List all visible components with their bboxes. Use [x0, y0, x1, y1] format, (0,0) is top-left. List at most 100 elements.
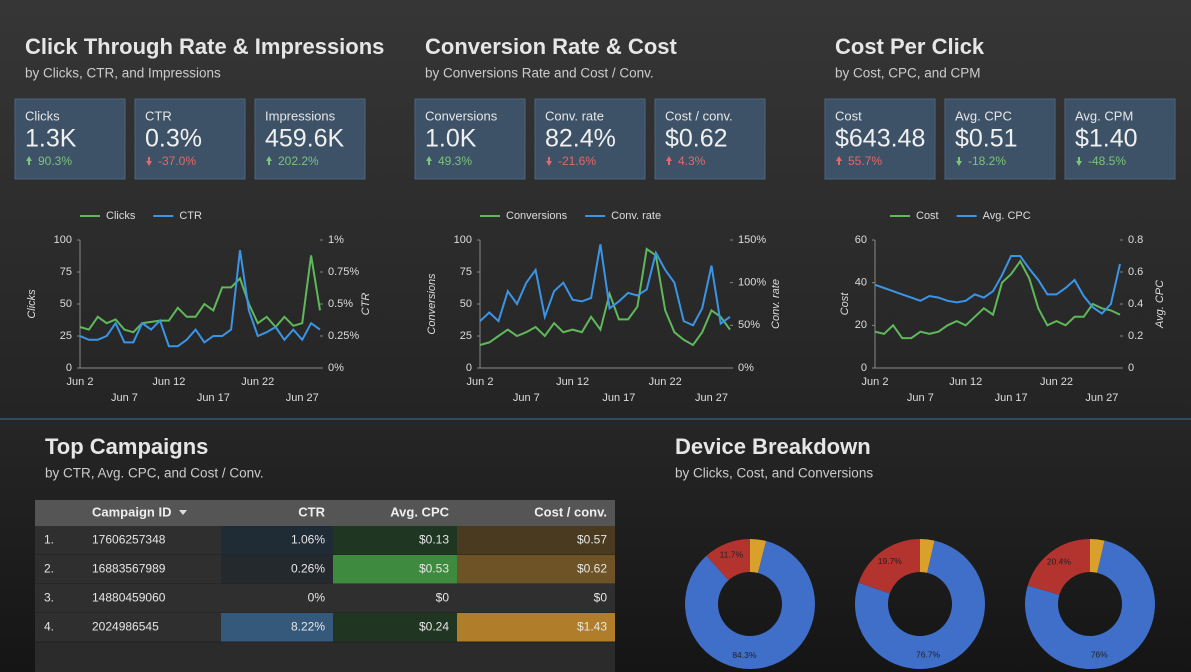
x-tick-label: Jun 7 [513, 392, 540, 404]
panel-subtitle: by Cost, CPC, and CPM [835, 66, 981, 81]
x-tick-label: Jun 12 [949, 376, 982, 388]
x-tick-label: Jun 22 [241, 376, 274, 388]
scorecard-label: Impressions [265, 108, 336, 123]
y-tick-label: 0 [1128, 362, 1134, 374]
panel-title: Cost Per Click [835, 34, 985, 59]
table-cell: 0.26% [291, 562, 325, 576]
scorecard-change: 55.7% [848, 154, 882, 168]
trend-arrow [266, 156, 272, 165]
legend-label: Conversions [506, 210, 568, 222]
scorecard-change: 49.3% [438, 154, 472, 168]
scorecard-label: Clicks [25, 108, 60, 123]
cell-bg [457, 555, 615, 584]
cell-bg [457, 526, 615, 555]
x-tick-label: Jun 7 [111, 392, 138, 404]
scorecard [944, 98, 1056, 180]
legend-label: CTR [179, 210, 202, 222]
table-cell: 1. [44, 533, 54, 547]
scorecard-label: Conversions [425, 108, 498, 123]
series-line [479, 244, 731, 327]
table-cell: $1.43 [577, 620, 607, 634]
scorecard-label: Avg. CPM [1075, 108, 1133, 123]
devices-title: Device Breakdown [675, 434, 871, 459]
cell-bg [457, 613, 615, 642]
trend-arrow [836, 156, 842, 165]
legend-label: Conv. rate [611, 210, 661, 222]
y-tick-label: 60 [855, 234, 867, 246]
y-tick-label: 100 [454, 234, 472, 246]
trend-arrow [546, 157, 552, 166]
slice-label: 76% [1091, 649, 1108, 659]
series-line [79, 250, 321, 348]
legend-label: Cost [916, 210, 939, 222]
panel-subtitle: by Conversions Rate and Cost / Conv. [425, 66, 654, 81]
table-cell: 16883567989 [92, 562, 166, 576]
scorecard-change: 90.3% [38, 154, 72, 168]
donut-slice [685, 541, 816, 670]
table-cell: $0.57 [577, 533, 607, 547]
column-header: Avg. CPC [390, 504, 449, 519]
scorecard [414, 98, 526, 180]
table-title: Top Campaigns [45, 434, 208, 459]
cell-bg [333, 526, 457, 555]
y-tick-label: 100 [54, 234, 72, 246]
y-axis-title: Cost [839, 292, 851, 316]
panel-subtitle: by Clicks, CTR, and Impressions [25, 66, 221, 81]
x-tick-label: Jun 27 [286, 392, 319, 404]
sort-icon [179, 510, 187, 515]
y-tick-label: 100% [738, 277, 766, 289]
y-tick-label: 150% [738, 234, 766, 246]
y-tick-label: 0.25% [328, 330, 359, 342]
y-tick-label: 0% [328, 362, 344, 374]
column-header: CTR [298, 504, 325, 519]
slice-label: 19.7% [878, 556, 903, 566]
table-cell: 3. [44, 591, 54, 605]
scorecard-change: -18.2% [968, 154, 1006, 168]
cell-bg [221, 526, 333, 555]
y-tick-label: 0.75% [328, 266, 359, 278]
y-tick-label: 0.2 [1128, 330, 1143, 342]
scorecard [1064, 98, 1176, 180]
slice-label: 84.3% [732, 650, 757, 660]
y-tick-label: 0 [466, 362, 472, 374]
x-tick-label: Jun 17 [602, 392, 635, 404]
y-tick-label: 0.8 [1128, 234, 1143, 246]
scorecard-value: 1.0K [425, 125, 477, 153]
cell-bg [333, 555, 457, 584]
x-tick-label: Jun 2 [67, 376, 94, 388]
trend-arrow [1076, 157, 1082, 166]
y-tick-label: 50 [460, 298, 472, 310]
y-tick-label: 0 [861, 362, 867, 374]
x-tick-label: Jun 7 [907, 392, 934, 404]
table-cell: $0 [594, 591, 608, 605]
donut-slice [706, 539, 750, 581]
scorecard-value: 0.3% [145, 125, 202, 153]
scorecard-value: 82.4% [545, 125, 616, 153]
scorecard-label: CTR [145, 108, 172, 123]
slice-label: 11.7% [720, 550, 744, 560]
scorecard [14, 98, 126, 180]
scorecard-change: -48.5% [1088, 154, 1126, 168]
table-cell: 0% [308, 591, 326, 605]
y-tick-label: 75 [460, 266, 472, 278]
scorecard [824, 98, 936, 180]
table-cell: $0.13 [419, 533, 449, 547]
scorecard-change: -21.6% [558, 154, 596, 168]
table-subtitle: by CTR, Avg. CPC, and Cost / Conv. [45, 466, 264, 481]
table-cell: 4. [44, 620, 54, 634]
y-tick-label: 0 [66, 362, 72, 374]
scorecard-value: 459.6K [265, 125, 345, 153]
table-row [35, 584, 615, 613]
donut-slice [858, 539, 920, 594]
donut-slice [750, 539, 767, 574]
table-cell: 8.22% [291, 620, 325, 634]
donut-slice [1027, 539, 1090, 595]
donut-slice [1025, 540, 1156, 670]
x-tick-label: Jun 17 [995, 392, 1028, 404]
x-tick-label: Jun 17 [197, 392, 230, 404]
y-tick-label: 1% [328, 234, 344, 246]
donut-slice [854, 540, 985, 670]
trend-arrow [26, 156, 32, 165]
x-tick-label: Jun 22 [1040, 376, 1073, 388]
